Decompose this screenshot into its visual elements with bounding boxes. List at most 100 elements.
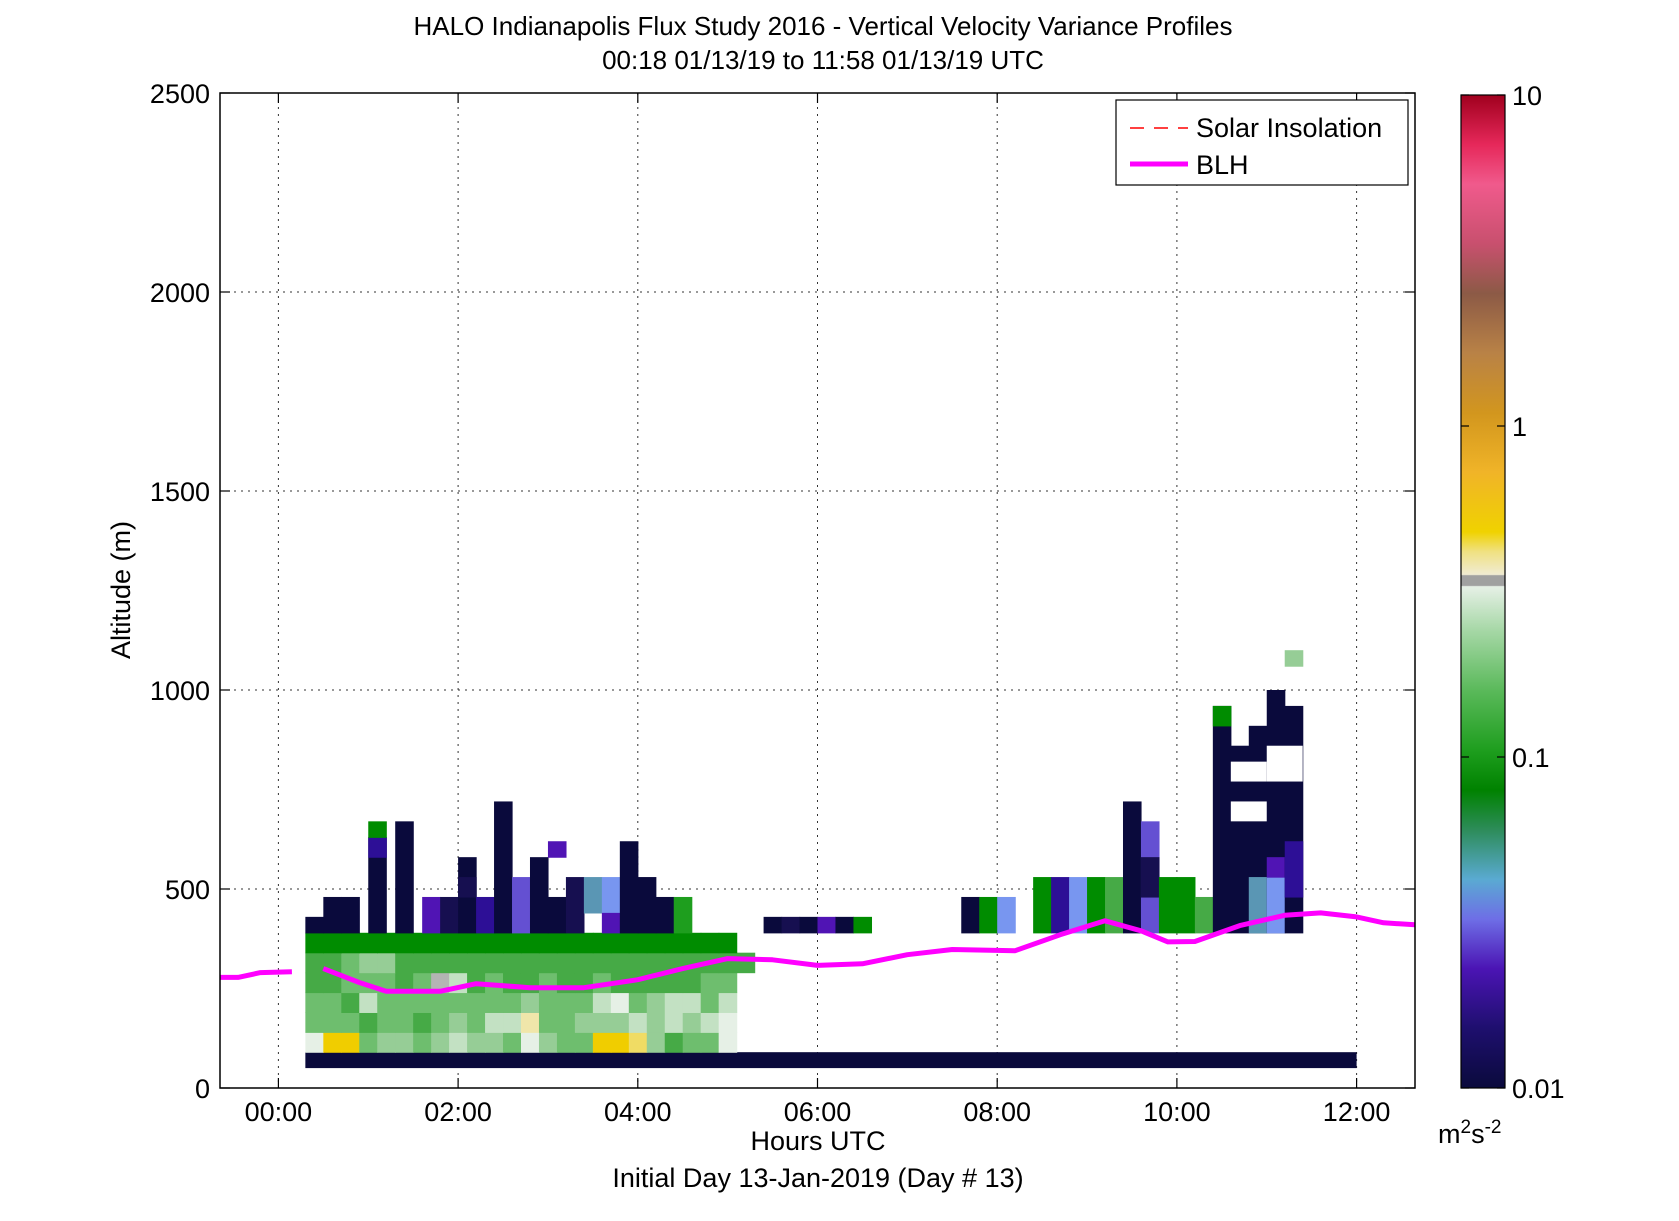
heatmap-cell — [538, 1012, 558, 1033]
heatmap-cell — [646, 1032, 666, 1053]
heatmap-cell — [556, 1012, 576, 1033]
heatmap-cell — [700, 1012, 720, 1033]
heatmap-cell — [476, 896, 495, 934]
heatmap-cell — [610, 932, 630, 954]
heatmap-cell — [377, 992, 396, 1013]
heatmap-cell — [431, 952, 450, 974]
title-group: HALO Indianapolis Flux Study 2016 - Vert… — [414, 11, 1233, 75]
heatmap-cell — [359, 1032, 378, 1053]
heatmap-cell — [377, 952, 396, 974]
heatmap-cell — [529, 857, 549, 934]
heatmap-cell — [655, 896, 675, 934]
heatmap-cell — [503, 972, 522, 994]
heatmap-cell — [467, 1012, 486, 1033]
heatmap-cell — [1122, 801, 1142, 934]
legend-box — [1115, 99, 1409, 186]
heatmap-cell — [503, 932, 522, 954]
heatmap-cell — [431, 1012, 450, 1033]
heatmap-cell — [377, 1012, 396, 1033]
heatmap-cell — [449, 992, 468, 1013]
x-axis-label-2: Initial Day 13-Jan-2019 (Day # 13) — [612, 1163, 1023, 1193]
heatmap-cell — [485, 952, 504, 974]
heatmap-cell — [601, 912, 621, 934]
heatmap-cell — [395, 972, 414, 994]
heatmap-cell — [422, 896, 441, 934]
heatmap-cell — [799, 916, 819, 934]
x-tick-label: 02:00 — [424, 1097, 492, 1127]
y-tick-label: 500 — [165, 875, 210, 905]
y-tick-label: 2500 — [150, 79, 210, 109]
heatmap-cell — [547, 841, 567, 858]
heatmap-cell — [736, 952, 756, 974]
heatmap-cell — [574, 1032, 594, 1053]
heatmap-cell — [592, 992, 612, 1013]
heatmap-cell — [449, 952, 468, 974]
heatmap-cell — [610, 1032, 630, 1053]
heatmap-cell — [682, 992, 702, 1013]
heatmap-cell — [538, 932, 558, 954]
heatmap-cell — [817, 916, 837, 934]
colorbar-ticks: 0.01 0.1 1 10 — [1461, 81, 1565, 1104]
heatmap-cell — [664, 1012, 684, 1033]
x-axis-label: Hours UTC — [750, 1126, 885, 1156]
heatmap-cell — [646, 1012, 666, 1033]
heatmap-cell — [1266, 857, 1286, 878]
heatmap-gap — [1266, 745, 1303, 782]
heatmap-cell — [494, 801, 513, 934]
heatmap-cell — [682, 972, 702, 994]
heatmap-cell — [305, 992, 324, 1013]
heatmap-cell — [835, 916, 855, 934]
heatmap-cell — [1069, 877, 1088, 934]
heatmap-cell — [556, 1032, 576, 1053]
heatmap-cell — [359, 1012, 378, 1033]
heatmap-cell — [413, 972, 432, 994]
legend-label-blh: BLH — [1196, 150, 1249, 180]
colorbar-tick-label: 0.1 — [1512, 743, 1550, 773]
heatmap-cell — [1140, 857, 1160, 898]
heatmap-cell — [305, 1012, 324, 1033]
heatmap-cell — [323, 1012, 342, 1033]
heatmap-cell — [413, 952, 432, 974]
heatmap-cell — [467, 1032, 486, 1053]
blh-line — [322, 910, 1416, 994]
heatmap-cell — [583, 877, 603, 914]
heatmap-cell — [467, 932, 486, 954]
heatmap-cell — [538, 992, 558, 1013]
colorbar-tick-label: 1 — [1512, 412, 1527, 442]
heatmap-cell — [341, 952, 360, 974]
heatmap-cell — [431, 1032, 450, 1053]
heatmap-cell — [323, 992, 342, 1013]
heatmap-cell — [1212, 705, 1232, 727]
heatmap-cell — [305, 952, 324, 974]
heatmap-cell — [520, 1012, 540, 1033]
heatmap-cell — [763, 916, 783, 934]
blh-lines — [220, 910, 1416, 994]
heatmap-cell — [305, 932, 324, 954]
heatmap-cell — [520, 992, 540, 1013]
heatmap-cell — [377, 932, 396, 954]
heatmap-cell — [395, 932, 414, 954]
heatmap-cell — [610, 1012, 630, 1033]
heatmap-cell — [485, 992, 504, 1013]
heatmap-cell — [646, 952, 666, 974]
heatmap-cell — [341, 932, 360, 954]
heatmap-cell — [341, 992, 360, 1013]
chart-subtitle: 00:18 01/13/19 to 11:58 01/13/19 UTC — [602, 45, 1044, 75]
heatmap-cell — [628, 932, 648, 954]
heatmap-cell — [664, 992, 684, 1013]
y-ticks: 0 500 1000 1500 2000 2500 — [150, 79, 1415, 1104]
heatmap-cell — [503, 952, 522, 974]
y-tick-label: 0 — [195, 1074, 210, 1104]
heatmap-cell — [592, 1012, 612, 1033]
x-tick-label: 06:00 — [784, 1097, 852, 1127]
heatmap-cell — [431, 932, 450, 954]
heatmap-cell — [628, 992, 648, 1013]
heatmap-cell — [413, 1012, 432, 1033]
colorbar: 0.01 0.1 1 10 m2s-2 — [1438, 81, 1565, 1149]
heatmap-cell — [592, 932, 612, 954]
colorbar-tick-label: 10 — [1512, 81, 1542, 111]
heatmap-cell — [610, 992, 630, 1013]
heatmap-cell — [1266, 877, 1286, 934]
heatmap-cell — [395, 1032, 414, 1053]
chart-title: HALO Indianapolis Flux Study 2016 - Vert… — [414, 11, 1233, 41]
